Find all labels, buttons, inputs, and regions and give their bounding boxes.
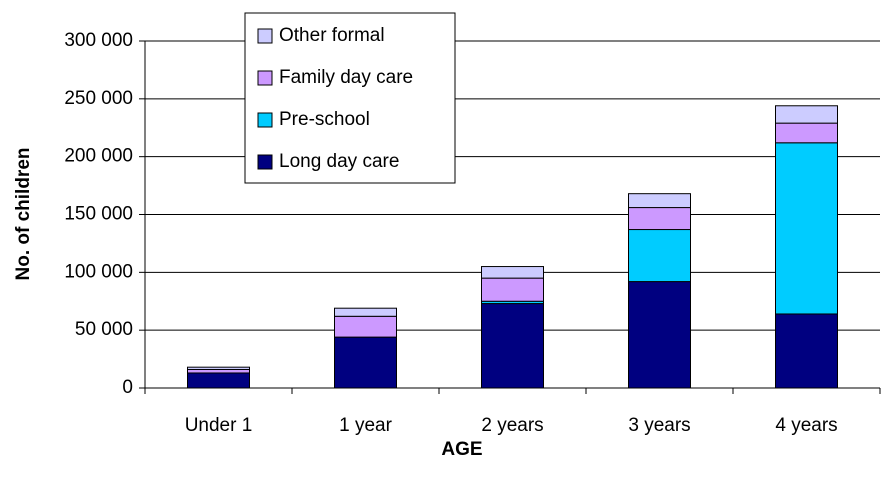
bar-segment bbox=[775, 142, 838, 315]
bar-segment bbox=[187, 368, 250, 374]
legend-label: Long day care bbox=[279, 151, 399, 172]
bar-segment bbox=[628, 281, 691, 389]
bar-segment bbox=[187, 372, 250, 389]
legend-swatch bbox=[257, 70, 273, 86]
x-axis-label: AGE bbox=[441, 439, 482, 460]
x-tick-label: Under 1 bbox=[185, 415, 253, 436]
y-axis-label: No. of children bbox=[13, 148, 34, 281]
bar-segment bbox=[334, 307, 397, 317]
bar-segment bbox=[481, 266, 544, 279]
y-tick-label: 150 000 bbox=[64, 204, 133, 225]
y-tick-label: 50 000 bbox=[75, 319, 133, 340]
legend-swatch bbox=[257, 154, 273, 170]
x-tick-label: 1 year bbox=[339, 415, 392, 436]
y-tick-label: 200 000 bbox=[64, 146, 133, 167]
bar-segment bbox=[628, 193, 691, 209]
bar-segment bbox=[775, 122, 838, 144]
legend-swatch bbox=[257, 28, 273, 44]
bar-segment bbox=[775, 313, 838, 389]
y-tick-label: 300 000 bbox=[64, 30, 133, 51]
legend-label: Other formal bbox=[279, 25, 385, 46]
bar-segment bbox=[481, 303, 544, 389]
y-tick-label: 250 000 bbox=[64, 88, 133, 109]
legend-box bbox=[244, 12, 456, 184]
bar-segment bbox=[481, 277, 544, 302]
legend-label: Pre-school bbox=[279, 109, 370, 130]
bar-segment bbox=[775, 105, 838, 124]
x-tick-label: 3 years bbox=[628, 415, 690, 436]
bar-segment bbox=[187, 366, 250, 370]
bar-segment bbox=[334, 336, 397, 389]
bar-segment bbox=[628, 229, 691, 283]
x-tick-label: 2 years bbox=[481, 415, 543, 436]
bar-segment bbox=[334, 315, 397, 338]
y-tick-label: 100 000 bbox=[64, 261, 133, 282]
legend-label: Family day care bbox=[279, 67, 413, 88]
x-tick-label: 4 years bbox=[775, 415, 837, 436]
bar-segment bbox=[628, 207, 691, 231]
y-tick-label: 0 bbox=[122, 377, 133, 398]
legend-swatch bbox=[257, 112, 273, 128]
